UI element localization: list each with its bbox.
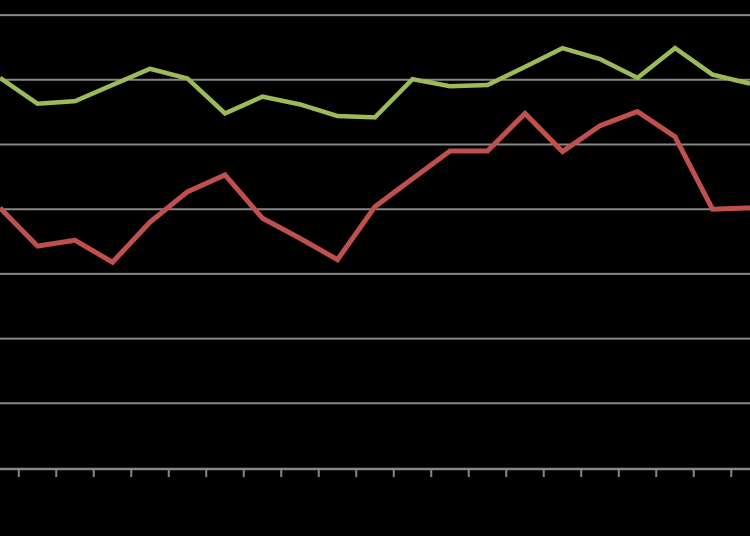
gridlines (0, 14, 750, 405)
x-axis-ticks (17, 469, 733, 477)
series-line-green-series (0, 45, 750, 120)
series-line-red-series (0, 108, 750, 266)
